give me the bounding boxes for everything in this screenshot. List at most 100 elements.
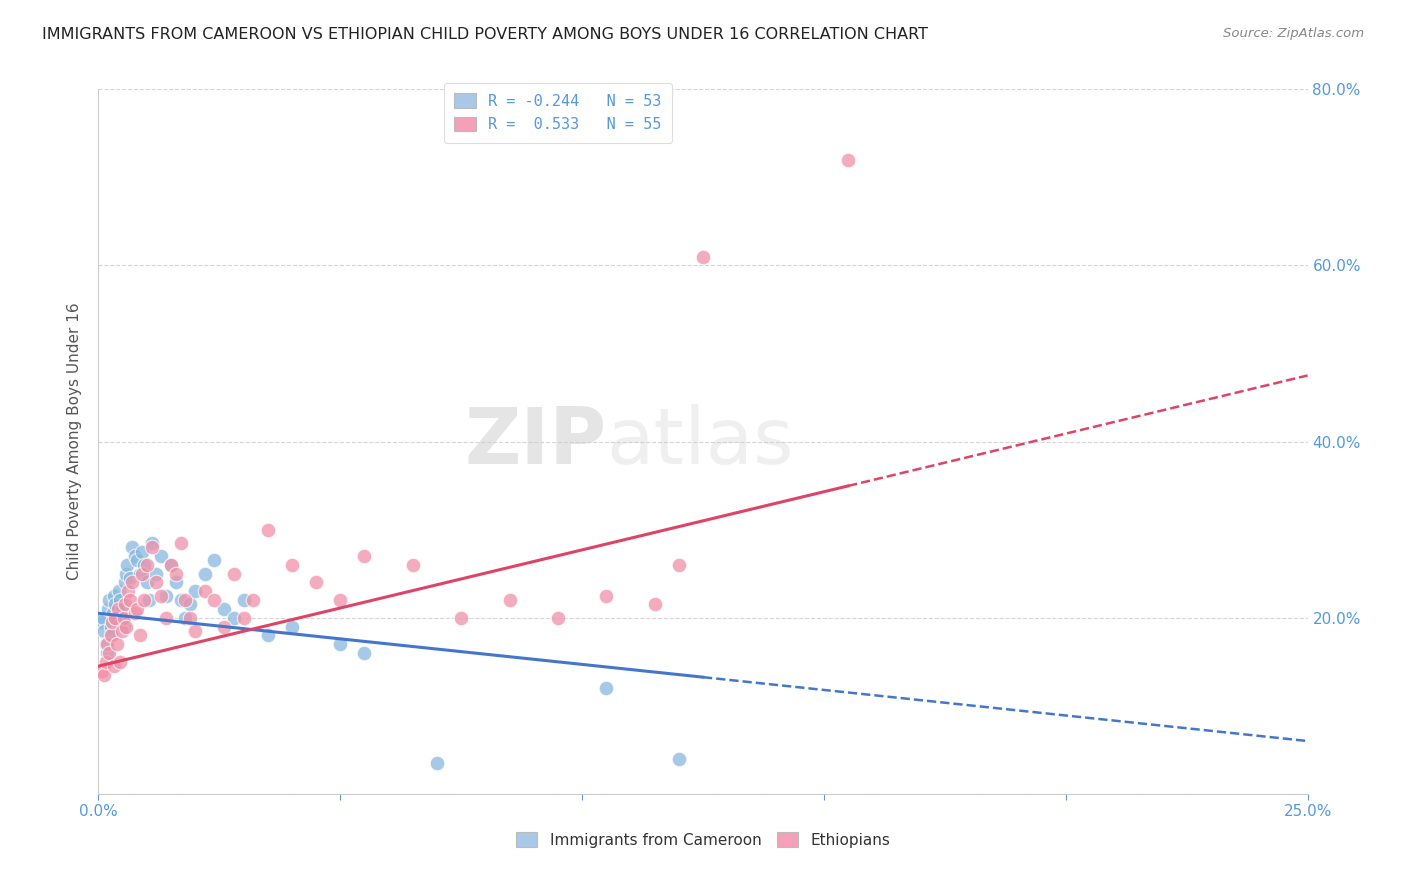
Point — [94, 637, 117, 651]
Point — [112, 619, 135, 633]
Point — [256, 628, 278, 642]
Point — [692, 250, 714, 264]
Point — [155, 610, 177, 624]
Point — [98, 593, 121, 607]
Point — [108, 655, 131, 669]
Point — [91, 664, 114, 678]
Point — [204, 593, 226, 607]
Point — [115, 619, 138, 633]
Point — [141, 541, 163, 555]
Point — [232, 610, 254, 624]
Point — [281, 619, 304, 633]
Point — [595, 589, 617, 603]
Point — [131, 544, 153, 558]
Point — [134, 558, 156, 572]
Point — [103, 659, 125, 673]
Point — [111, 624, 134, 638]
Point — [212, 619, 235, 633]
Point — [124, 607, 146, 621]
Point — [329, 637, 352, 651]
Point — [668, 751, 690, 765]
Point — [174, 610, 197, 624]
Point — [498, 593, 520, 607]
Point — [141, 536, 163, 550]
Point — [93, 668, 115, 682]
Point — [644, 598, 666, 612]
Point — [169, 593, 191, 607]
Point — [134, 593, 156, 607]
Point — [118, 571, 141, 585]
Point — [127, 602, 149, 616]
Point — [184, 584, 207, 599]
Point — [138, 593, 160, 607]
Point — [101, 615, 124, 629]
Point — [329, 593, 352, 607]
Point — [128, 566, 150, 581]
Point — [184, 624, 207, 638]
Point — [97, 602, 120, 616]
Point — [103, 589, 125, 603]
Point — [165, 575, 187, 590]
Point — [145, 566, 167, 581]
Point — [256, 523, 278, 537]
Point — [127, 553, 149, 567]
Point — [104, 598, 127, 612]
Point — [124, 549, 146, 563]
Point — [98, 646, 121, 660]
Point — [450, 610, 472, 624]
Point — [111, 610, 134, 624]
Point — [114, 598, 136, 612]
Point — [174, 593, 197, 607]
Point — [232, 593, 254, 607]
Point — [222, 566, 245, 581]
Point — [155, 589, 177, 603]
Text: IMMIGRANTS FROM CAMEROON VS ETHIOPIAN CHILD POVERTY AMONG BOYS UNDER 16 CORRELAT: IMMIGRANTS FROM CAMEROON VS ETHIOPIAN CH… — [42, 27, 928, 42]
Point — [112, 610, 135, 624]
Point — [108, 593, 131, 607]
Point — [145, 575, 167, 590]
Point — [115, 566, 138, 581]
Point — [101, 607, 124, 621]
Point — [114, 575, 136, 590]
Point — [100, 628, 122, 642]
Point — [150, 549, 173, 563]
Point — [179, 598, 201, 612]
Point — [204, 553, 226, 567]
Point — [107, 615, 129, 629]
Point — [281, 558, 304, 572]
Text: Source: ZipAtlas.com: Source: ZipAtlas.com — [1223, 27, 1364, 40]
Point — [194, 566, 217, 581]
Point — [222, 610, 245, 624]
Point — [169, 536, 191, 550]
Point — [305, 575, 328, 590]
Point — [118, 593, 141, 607]
Point — [121, 575, 143, 590]
Point — [91, 615, 114, 629]
Point — [160, 558, 183, 572]
Point — [212, 602, 235, 616]
Point — [117, 584, 139, 599]
Point — [104, 610, 127, 624]
Point — [91, 610, 114, 624]
Point — [128, 628, 150, 642]
Point — [107, 602, 129, 616]
Point — [96, 637, 118, 651]
Point — [101, 628, 124, 642]
Point — [353, 646, 375, 660]
Text: ZIP: ZIP — [464, 403, 606, 480]
Point — [94, 655, 117, 669]
Point — [242, 593, 264, 607]
Point — [135, 558, 157, 572]
Text: atlas: atlas — [606, 403, 794, 480]
Point — [165, 566, 187, 581]
Point — [179, 610, 201, 624]
Point — [131, 566, 153, 581]
Point — [105, 610, 128, 624]
Point — [160, 558, 183, 572]
Point — [107, 584, 129, 599]
Y-axis label: Child Poverty Among Boys Under 16: Child Poverty Among Boys Under 16 — [67, 302, 83, 581]
Point — [96, 646, 118, 660]
Point — [668, 558, 690, 572]
Point — [117, 558, 139, 572]
Point — [595, 681, 617, 696]
